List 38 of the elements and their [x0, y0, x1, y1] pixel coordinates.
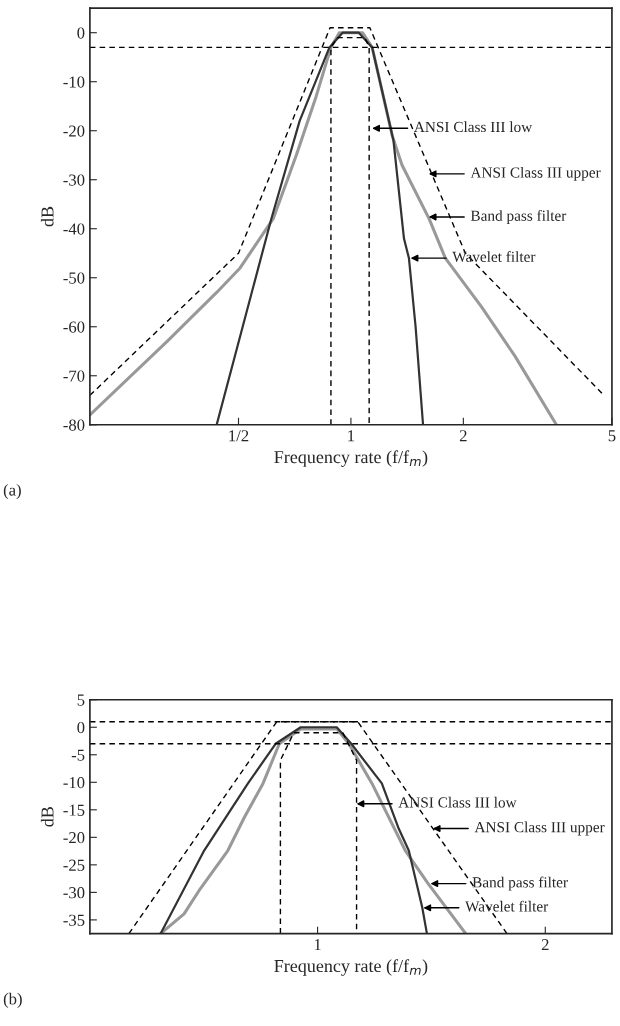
x-tick-label: 1/2 — [229, 430, 249, 442]
annotation: Wavelet filter — [452, 251, 536, 263]
x-tick-label: 1 — [348, 430, 355, 442]
annotation: ANSI Class III low — [398, 796, 517, 808]
annotation: Band pass filter — [470, 209, 567, 224]
y-tick-label: -5 — [71, 749, 85, 761]
annotation: ANSI Class III upper — [474, 821, 605, 836]
y-tick-label: 0 — [77, 721, 85, 734]
y-tick-label: -10 — [63, 776, 85, 789]
y-axis-title: dB — [40, 807, 54, 827]
annotation: ANSI Class III upper — [470, 166, 601, 181]
x-tick-label: 2 — [541, 939, 549, 951]
y-axis-title: dB — [40, 206, 54, 227]
y-tick-label: -60 — [63, 321, 85, 333]
x-tick-label: 1 — [314, 939, 321, 951]
y-tick-label: -30 — [63, 887, 85, 899]
x-axis-title: Frequency rate (f/f$_{m}$) — [274, 959, 428, 976]
y-tick-label: 5 — [77, 694, 85, 706]
text: (b) — [3, 992, 22, 1008]
y-tick-label: -80 — [63, 419, 85, 431]
y-tick-label: -10 — [63, 76, 85, 88]
annotation: ANSI Class III low — [413, 121, 533, 133]
y-tick-label: -50 — [63, 272, 85, 284]
annotation: Wavelet filter — [465, 900, 549, 912]
y-tick-label: -35 — [63, 914, 85, 926]
y-tick-label: -70 — [63, 370, 85, 382]
text: (a) — [3, 483, 21, 500]
y-tick-label: -20 — [63, 125, 85, 137]
y-tick-label: -20 — [63, 832, 85, 844]
y-tick-label: -30 — [63, 174, 85, 186]
annotation: Band pass filter — [472, 876, 568, 891]
y-tick-label: -40 — [63, 223, 85, 235]
y-tick-label: -25 — [63, 859, 85, 871]
x-tick-label: 2 — [459, 430, 467, 442]
x-axis-title: Frequency rate (f/f$_{m}$) — [274, 450, 428, 467]
y-tick-label: 0 — [77, 27, 85, 39]
x-tick-label: 5 — [608, 430, 616, 442]
y-tick-label: -15 — [63, 804, 85, 816]
